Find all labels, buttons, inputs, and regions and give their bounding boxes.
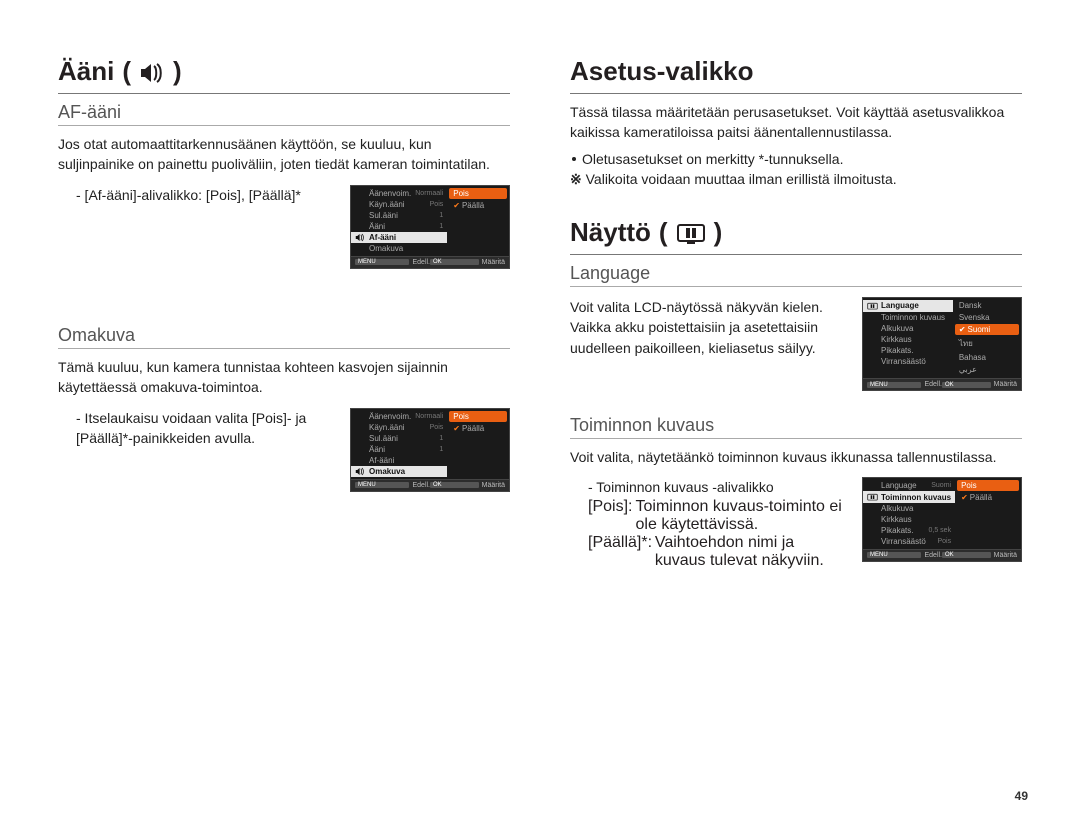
menu-item: Af-ääni [351,455,447,466]
self-portrait-subline: - Itselaukaisu voidaan valita [Pois]- ja… [58,408,332,449]
menu-item: Af-ääni [351,232,447,243]
menu-option: Päällä [449,423,507,434]
menu-option: Bahasa [955,352,1019,363]
subheading-af-sound: AF-ääni [58,102,510,126]
menu-option: Dansk [955,300,1019,311]
menu-option: عربي [955,364,1019,375]
menu-item: Sul.ääni1 [351,433,447,444]
camera-menu: Äänenvoim.NormaaliKäyn.ääniPoisSul.ääni1… [350,185,510,269]
menu-item: Virransäästö [863,356,953,367]
subheading-function-desc: Toiminnon kuvaus [570,415,1022,439]
menu-screenshot-language: LanguageToiminnon kuvausAlkukuvaKirkkaus… [862,297,1022,391]
menu-item: Käyn.ääniPois [351,199,447,210]
title-paren-open: ( [659,217,668,248]
menu-option: ไทย [955,336,1019,351]
menu-screenshot-self-portrait: Äänenvoim.NormaaliKäyn.ääniPoisSul.ääni1… [350,408,510,492]
manual-page: Ääni ( ) AF-ääni Jos otat automaattitark… [0,0,1080,815]
right-column: Asetus-valikko Tässä tilassa määritetään… [540,56,1030,795]
menu-item: Omakuva [351,243,447,254]
menu-option: Päällä [957,492,1019,503]
title-paren-close: ) [173,56,182,87]
self-portrait-body: Tämä kuuluu, kun kamera tunnistaa kohtee… [58,357,510,398]
menu-item: Sul.ääni1 [351,210,447,221]
menu-item: LanguageSuomi [863,480,955,491]
menu-item: Omakuva [351,466,447,477]
page-number: 49 [1015,789,1028,803]
menu-footer: MENUEdell.OKMääritä [351,479,509,491]
left-column: Ääni ( ) AF-ääni Jos otat automaattitark… [50,56,540,795]
settings-default-note: Oletusasetukset on merkitty *-tunnuksell… [570,149,1022,169]
menu-option: ✔Suomi [955,324,1019,335]
menu-item: Ääni1 [351,444,447,455]
menu-item: Äänenvoim.Normaali [351,188,447,199]
menu-option: Pois [957,480,1019,491]
display-title-text: Näyttö [570,217,651,248]
settings-body: Tässä tilassa määritetään perusasetukset… [570,102,1022,143]
menu-footer: MENUEdell.OKMääritä [863,549,1021,561]
menu-item: Kirkkaus [863,334,953,345]
menu-item: Toiminnon kuvaus [863,312,953,323]
title-paren-open: ( [122,56,131,87]
settings-change-note: ※ Valikoita voidaan muuttaa ilman erilli… [570,169,1022,189]
camera-menu: LanguageSuomiToiminnon kuvausAlkukuvaKir… [862,477,1022,561]
menu-item: Pikakats.0,5 sek [863,525,955,536]
menu-option: Pois [449,411,507,422]
menu-item: VirransäästöPois [863,536,955,547]
menu-item: Alkukuva [863,323,953,334]
menu-item: Toiminnon kuvaus [863,491,955,502]
section-title-settings: Asetus-valikko [570,56,1022,94]
af-sound-subline: - [Af-ääni]-alivalikko: [Pois], [Päällä]… [58,185,332,205]
camera-menu: Äänenvoim.NormaaliKäyn.ääniPoisSul.ääni1… [350,408,510,492]
menu-screenshot-af-sound: Äänenvoim.NormaaliKäyn.ääniPoisSul.ääni1… [350,185,510,269]
section-title-sound: Ääni ( ) [58,56,510,94]
title-paren-close: ) [714,217,723,248]
menu-item: Kirkkaus [863,514,955,525]
menu-option: Svenska [955,312,1019,323]
section-title-display: Näyttö ( ) [570,217,1022,255]
option-paalla: [Päällä]* : Vaihtoehdon nimi ja kuvaus t… [570,534,844,570]
menu-screenshot-function-desc: LanguageSuomiToiminnon kuvausAlkukuvaKir… [862,477,1022,561]
function-desc-subline: - Toiminnon kuvaus -alivalikko [570,477,844,497]
language-body: Voit valita LCD-näytössä näkyvän kielen.… [570,297,844,358]
menu-item: Äänenvoim.Normaali [351,411,447,422]
menu-item: Language [863,300,953,311]
display-icon [676,217,706,248]
speaker-icon [139,56,165,87]
menu-footer: MENUEdell.OKMääritä [863,378,1021,390]
settings-title-text: Asetus-valikko [570,56,754,87]
menu-item: Ääni1 [351,221,447,232]
menu-option: Pois [449,188,507,199]
subheading-language: Language [570,263,1022,287]
title-text: Ääni [58,56,114,87]
menu-item: Alkukuva [863,503,955,514]
subheading-self-portrait: Omakuva [58,325,510,349]
menu-option: Päällä [449,200,507,211]
af-sound-body: Jos otat automaattitarkennusäänen käyttö… [58,134,510,175]
menu-item: Käyn.ääniPois [351,422,447,433]
menu-item: Pikakats. [863,345,953,356]
camera-menu: LanguageToiminnon kuvausAlkukuvaKirkkaus… [862,297,1022,391]
function-desc-body: Voit valita, näytetäänkö toiminnon kuvau… [570,447,1022,467]
option-pois: [Pois] : Toiminnon kuvaus-toiminto ei ol… [570,498,844,534]
bullet-icon [572,157,576,161]
menu-footer: MENUEdell.OKMääritä [351,256,509,268]
reference-mark-icon: ※ [570,171,582,187]
